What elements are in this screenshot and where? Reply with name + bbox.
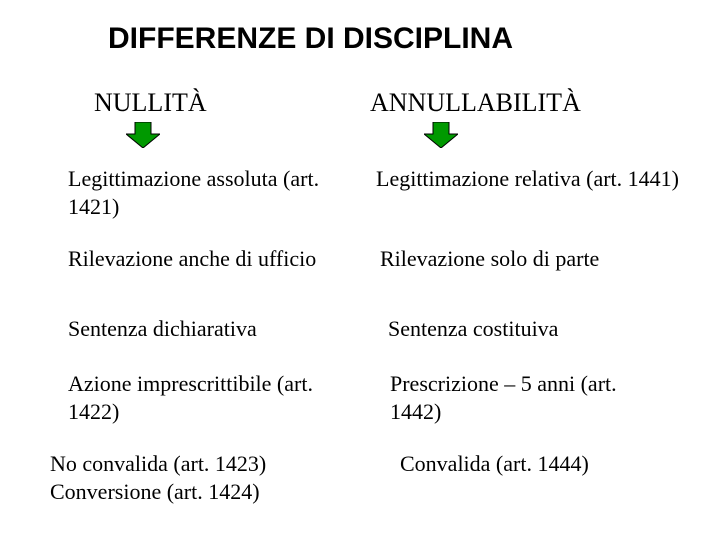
arrow-down-icon: [424, 122, 458, 153]
left-row: Azione imprescrittibile (art. 1422): [68, 370, 328, 425]
left-row: Legittimazione assoluta (art. 1421): [68, 165, 328, 220]
right-column-header: ANNULLABILITÀ: [370, 88, 581, 118]
left-row: Sentenza dichiarativa: [68, 315, 328, 343]
right-row: Rilevazione solo di parte: [380, 245, 680, 273]
right-row: Prescrizione – 5 anni (art. 1442): [390, 370, 620, 425]
left-row: Rilevazione anche di ufficio: [68, 245, 328, 273]
left-row: No convalida (art. 1423) Conversione (ar…: [50, 450, 330, 505]
right-row: Legittimazione relativa (art. 1441): [376, 165, 696, 193]
left-column-header: NULLITÀ: [94, 88, 207, 118]
page-title: DIFFERENZE DI DISCIPLINA: [108, 22, 513, 56]
right-row: Convalida (art. 1444): [400, 450, 700, 478]
right-row: Sentenza costituiva: [388, 315, 688, 343]
arrow-down-icon: [126, 122, 160, 153]
